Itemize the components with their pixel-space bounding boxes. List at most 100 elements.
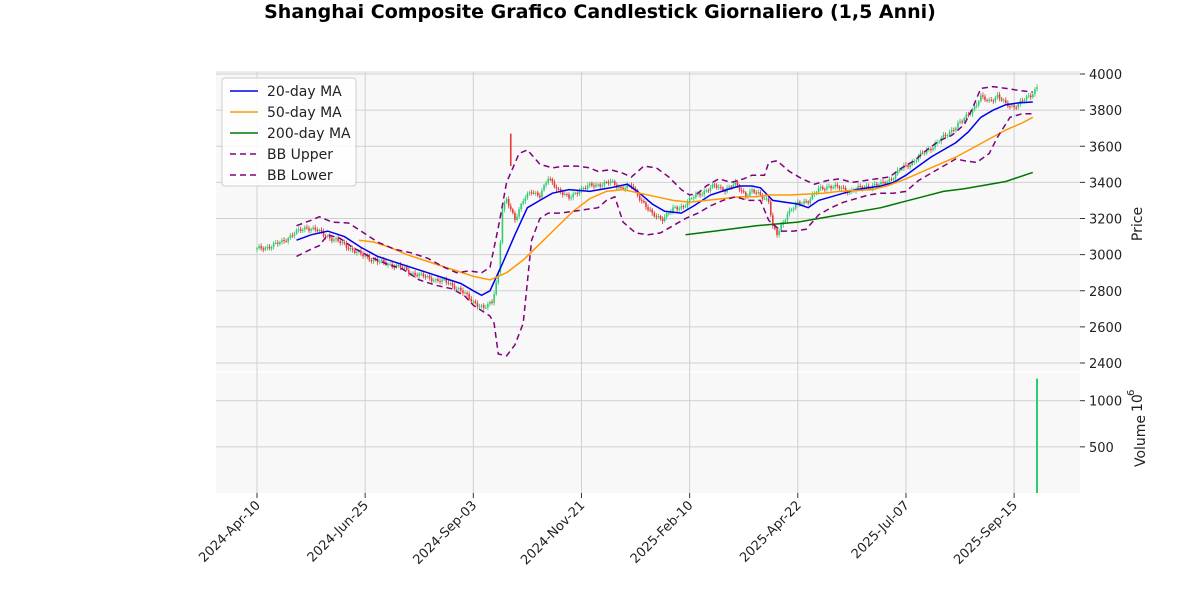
candle-body	[437, 279, 439, 281]
candle-body	[408, 270, 410, 274]
candle-body	[264, 247, 267, 250]
candle-body	[774, 225, 776, 229]
candle-body	[539, 195, 541, 198]
candle-body	[260, 246, 262, 249]
date-tick-label: 2024-Apr-10	[196, 498, 263, 565]
candle-body	[984, 96, 986, 100]
candle-body	[919, 152, 922, 156]
candle-body	[295, 229, 298, 234]
candle-body	[586, 185, 589, 189]
candle-body	[428, 275, 431, 279]
price-panel-background	[216, 72, 1080, 371]
candle-body	[353, 250, 356, 253]
candle-body	[840, 187, 843, 189]
candle-body	[403, 267, 406, 269]
candle-body	[830, 186, 832, 189]
candle-body	[341, 242, 344, 244]
candle-body	[387, 264, 389, 266]
candle-body	[262, 248, 265, 250]
candle-body	[819, 186, 822, 189]
candle-body	[724, 190, 726, 192]
candle-body	[907, 165, 909, 167]
candle-body	[412, 272, 414, 274]
candle-body	[728, 186, 730, 188]
candle-body	[641, 200, 643, 202]
candle-body	[936, 142, 938, 144]
candle-body	[547, 178, 549, 183]
candle-body	[742, 190, 745, 193]
candle-body	[732, 184, 735, 188]
candle-body	[647, 207, 649, 210]
candle-body	[740, 190, 743, 192]
candle-body	[470, 298, 473, 302]
candle-body	[749, 191, 751, 196]
candle-body	[287, 237, 289, 242]
candle-body	[277, 242, 279, 244]
candle-body	[886, 181, 889, 184]
candle-body	[268, 246, 271, 249]
candle-body	[651, 209, 653, 213]
candle-body	[880, 181, 882, 185]
candle-body	[383, 259, 385, 263]
candle-body	[953, 129, 955, 131]
legend-label: 50-day MA	[267, 105, 342, 121]
candle-body	[632, 186, 635, 189]
candle-body	[420, 273, 423, 275]
price-tick-label: 3800	[1089, 104, 1122, 119]
volume-tick-label: 500	[1089, 441, 1114, 456]
candle-body	[676, 207, 678, 210]
candle-body	[445, 279, 448, 283]
candle-body	[923, 152, 926, 154]
candle-body	[570, 197, 572, 199]
candle-body	[520, 203, 522, 210]
candle-body	[360, 250, 362, 254]
candle-body	[497, 272, 500, 283]
candle-body	[374, 259, 377, 261]
candle-body	[905, 165, 907, 167]
candle-body	[701, 194, 703, 196]
candle-body	[272, 243, 275, 248]
candle-body	[930, 148, 932, 151]
candle-body	[524, 198, 527, 202]
candle-body	[963, 118, 965, 122]
candle-body	[613, 181, 616, 185]
candle-body	[703, 190, 705, 195]
date-tick-label: 2025-Sep-15	[951, 498, 1021, 568]
candle-body	[611, 181, 614, 183]
candle-body	[678, 208, 681, 210]
candle-body	[281, 240, 283, 243]
candle-body	[310, 228, 312, 231]
candle-body	[430, 278, 433, 282]
candle-body	[597, 184, 599, 186]
candle-body	[657, 216, 660, 218]
candle-body	[807, 201, 809, 203]
candle-body	[873, 183, 876, 186]
candle-body	[308, 228, 310, 231]
candle-body	[734, 181, 737, 185]
candle-body	[977, 101, 980, 105]
candle-body	[493, 294, 495, 303]
candle-body	[794, 204, 797, 209]
candle-body	[516, 216, 518, 220]
candle-body	[975, 104, 978, 107]
candle-body	[393, 266, 396, 268]
candle-body	[1029, 95, 1032, 98]
date-tick-label: 2024-Sep-03	[410, 498, 480, 568]
candle-body	[1005, 100, 1007, 103]
volume-tick-label: 1000	[1089, 395, 1122, 410]
candle-body	[530, 192, 533, 194]
legend-label: 20-day MA	[267, 84, 342, 100]
candle-body	[715, 185, 718, 188]
candle-body	[986, 99, 988, 101]
candle-body	[297, 229, 300, 231]
candle-body	[553, 182, 556, 188]
legend-label: BB Upper	[267, 147, 333, 163]
candle-body	[331, 238, 333, 241]
candle-body	[938, 141, 941, 143]
candle-body	[894, 173, 897, 179]
candle-body	[607, 182, 610, 184]
candle-body	[306, 227, 308, 229]
candle-body	[909, 165, 911, 167]
candle-body	[1021, 100, 1024, 102]
candle-body	[414, 272, 416, 276]
